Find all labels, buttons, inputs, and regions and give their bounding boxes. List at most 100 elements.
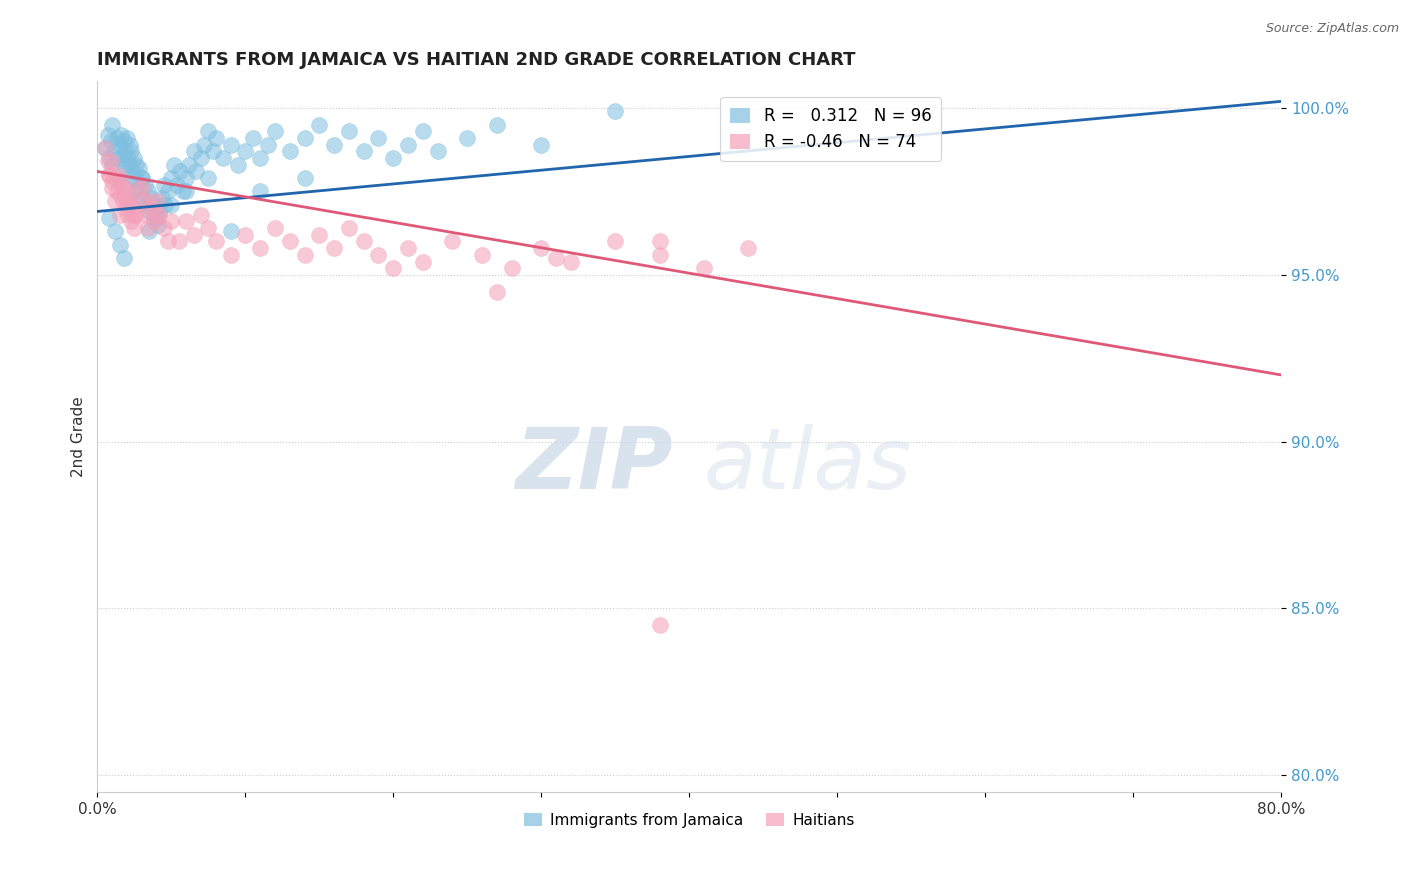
Point	[145, 198, 167, 212]
Point	[112, 135, 135, 149]
Point	[101, 181, 124, 195]
Point	[111, 147, 134, 161]
Point	[125, 208, 148, 222]
Point	[737, 241, 759, 255]
Point	[145, 211, 167, 226]
Point	[108, 187, 131, 202]
Point	[138, 194, 160, 209]
Point	[115, 194, 138, 209]
Point	[120, 145, 142, 159]
Point	[648, 248, 671, 262]
Point	[648, 618, 671, 632]
Point	[114, 201, 136, 215]
Point	[132, 191, 155, 205]
Point	[308, 118, 330, 132]
Point	[160, 198, 183, 212]
Point	[367, 248, 389, 262]
Point	[426, 145, 449, 159]
Point	[108, 208, 131, 222]
Point	[249, 185, 271, 199]
Point	[107, 168, 129, 182]
Point	[157, 235, 180, 249]
Point	[169, 164, 191, 178]
Point	[167, 235, 190, 249]
Point	[110, 128, 132, 142]
Point	[117, 151, 139, 165]
Point	[138, 204, 160, 219]
Point	[605, 235, 627, 249]
Point	[382, 151, 405, 165]
Point	[97, 128, 120, 142]
Point	[485, 118, 508, 132]
Point	[118, 137, 141, 152]
Point	[100, 154, 122, 169]
Point	[98, 211, 121, 226]
Point	[124, 208, 146, 222]
Point	[128, 181, 150, 195]
Point	[115, 187, 138, 202]
Point	[166, 178, 188, 192]
Point	[219, 225, 242, 239]
Point	[115, 164, 138, 178]
Point	[142, 211, 165, 226]
Point	[530, 137, 553, 152]
Point	[134, 178, 156, 192]
Point	[212, 151, 235, 165]
Point	[186, 164, 208, 178]
Point	[412, 254, 434, 268]
Point	[104, 171, 127, 186]
Point	[264, 221, 287, 235]
Point	[138, 225, 160, 239]
Point	[153, 178, 176, 192]
Point	[124, 221, 146, 235]
Point	[323, 241, 346, 255]
Point	[100, 135, 122, 149]
Point	[183, 145, 205, 159]
Point	[190, 208, 212, 222]
Point	[501, 261, 523, 276]
Point	[110, 174, 132, 188]
Point	[136, 221, 159, 235]
Point	[112, 181, 135, 195]
Text: ZIP: ZIP	[516, 424, 673, 507]
Point	[104, 145, 127, 159]
Point	[560, 254, 582, 268]
Point	[105, 131, 128, 145]
Point	[353, 145, 375, 159]
Point	[294, 248, 316, 262]
Point	[693, 261, 716, 276]
Point	[105, 185, 128, 199]
Point	[136, 185, 159, 199]
Point	[530, 241, 553, 255]
Point	[193, 137, 215, 152]
Point	[153, 221, 176, 235]
Point	[120, 214, 142, 228]
Point	[485, 285, 508, 299]
Point	[131, 181, 153, 195]
Point	[264, 124, 287, 138]
Point	[294, 131, 316, 145]
Point	[101, 118, 124, 132]
Point	[219, 137, 242, 152]
Point	[278, 145, 301, 159]
Point	[94, 141, 117, 155]
Point	[197, 221, 219, 235]
Point	[294, 171, 316, 186]
Point	[367, 131, 389, 145]
Point	[152, 191, 174, 205]
Point	[125, 158, 148, 172]
Point	[382, 261, 405, 276]
Point	[204, 131, 226, 145]
Y-axis label: 2nd Grade: 2nd Grade	[72, 396, 86, 477]
Point	[172, 185, 194, 199]
Point	[131, 171, 153, 186]
Point	[115, 131, 138, 145]
Point	[145, 208, 167, 222]
Point	[135, 198, 157, 212]
Point	[118, 158, 141, 172]
Point	[174, 214, 197, 228]
Point	[134, 208, 156, 222]
Point	[197, 124, 219, 138]
Point	[201, 145, 224, 159]
Point	[121, 201, 143, 215]
